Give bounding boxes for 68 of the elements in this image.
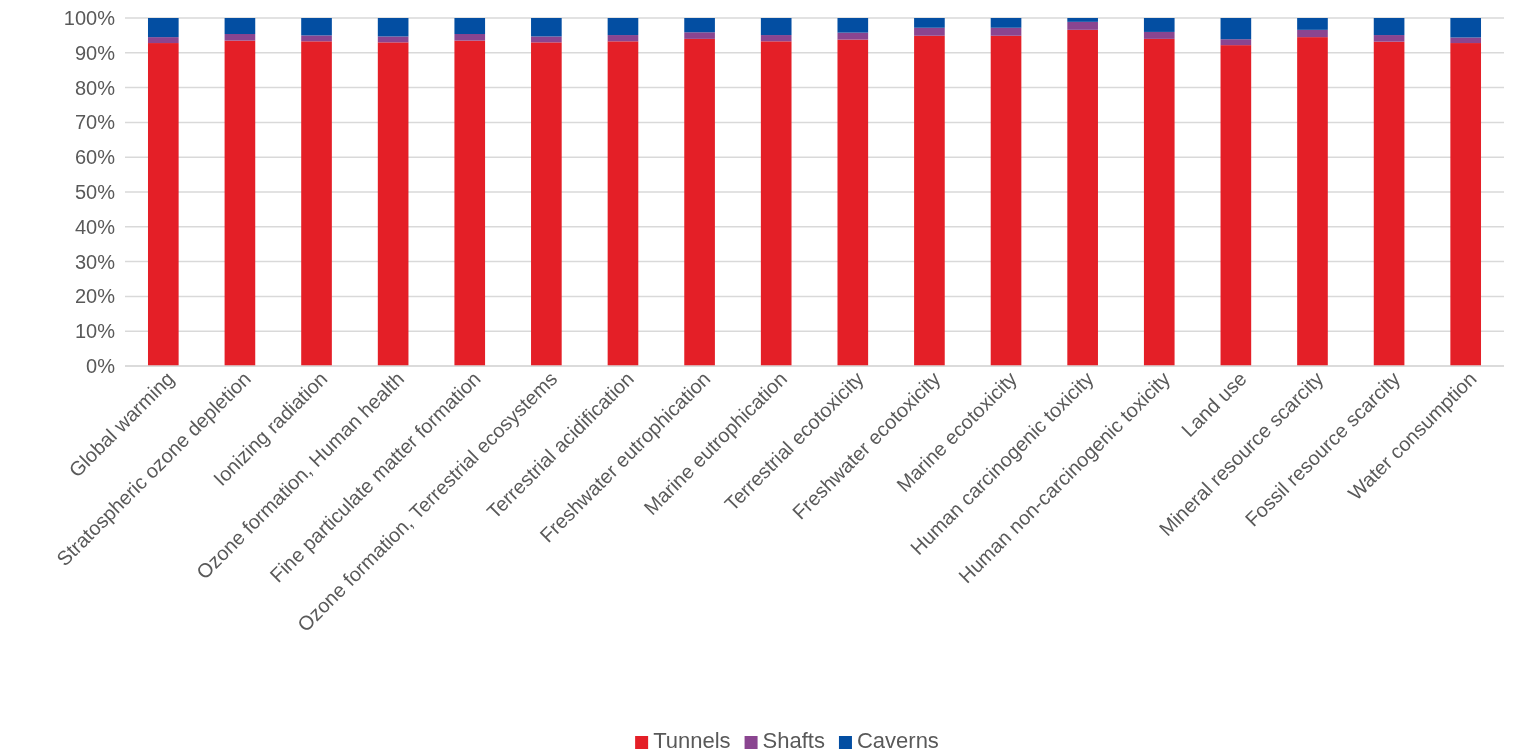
y-tick-label: 20%	[74, 285, 116, 308]
bar	[1143, 31, 1175, 39]
bar	[1297, 29, 1328, 38]
bar	[1297, 37, 1328, 366]
bar	[760, 41, 792, 366]
y-tick-label: 50%	[74, 180, 116, 203]
bar	[914, 35, 945, 366]
bar	[301, 18, 332, 36]
bar	[147, 43, 179, 366]
bar	[1067, 21, 1098, 30]
y-tick-label: 100%	[63, 6, 116, 29]
bar	[454, 18, 486, 35]
legend-label: Shafts	[762, 728, 825, 753]
bar	[760, 35, 792, 42]
bar	[1220, 18, 1252, 40]
bar	[607, 41, 639, 366]
bar	[147, 37, 179, 44]
bar	[684, 38, 715, 366]
bar	[1373, 18, 1405, 36]
bar	[1450, 37, 1482, 44]
bar	[914, 18, 945, 28]
bar	[684, 18, 715, 33]
bar	[224, 18, 256, 35]
bar	[684, 32, 715, 39]
y-tick-label: 40%	[74, 215, 116, 238]
legend-label: Tunnels	[653, 728, 731, 753]
bar	[607, 35, 639, 42]
legend-label: Caverns	[856, 728, 939, 753]
bar	[990, 18, 1022, 28]
bar	[531, 18, 562, 37]
bar	[1067, 29, 1098, 366]
bar	[454, 34, 486, 41]
y-tick-label: 70%	[74, 111, 116, 134]
bar	[531, 42, 562, 366]
bar	[1067, 18, 1098, 22]
y-tick-label: 10%	[74, 320, 116, 343]
bar	[147, 18, 179, 38]
bar	[1220, 45, 1252, 366]
bar	[837, 32, 869, 40]
bar	[990, 35, 1022, 366]
bar	[914, 27, 945, 36]
bar	[1373, 35, 1405, 42]
bar	[301, 41, 332, 366]
bar	[1450, 43, 1482, 366]
bar	[1143, 18, 1175, 32]
y-tick-label: 0%	[86, 354, 116, 377]
bar	[301, 35, 332, 42]
bar	[224, 34, 256, 41]
bar	[377, 18, 409, 37]
bar	[377, 42, 409, 366]
bar	[760, 18, 792, 36]
y-tick-label: 80%	[74, 76, 116, 99]
bar	[1373, 41, 1405, 366]
bar	[224, 40, 256, 366]
bar	[837, 39, 869, 366]
bar	[1297, 18, 1328, 30]
bar	[1220, 39, 1252, 46]
bar	[454, 40, 486, 366]
bar	[990, 27, 1022, 36]
bar	[607, 18, 639, 36]
bar	[1143, 38, 1175, 366]
y-tick-label: 60%	[74, 146, 116, 169]
bar	[531, 36, 562, 43]
bar	[377, 36, 409, 43]
y-tick-label: 90%	[74, 41, 116, 64]
bar	[837, 18, 869, 33]
y-tick-label: 30%	[74, 250, 116, 273]
bar	[1450, 18, 1482, 38]
